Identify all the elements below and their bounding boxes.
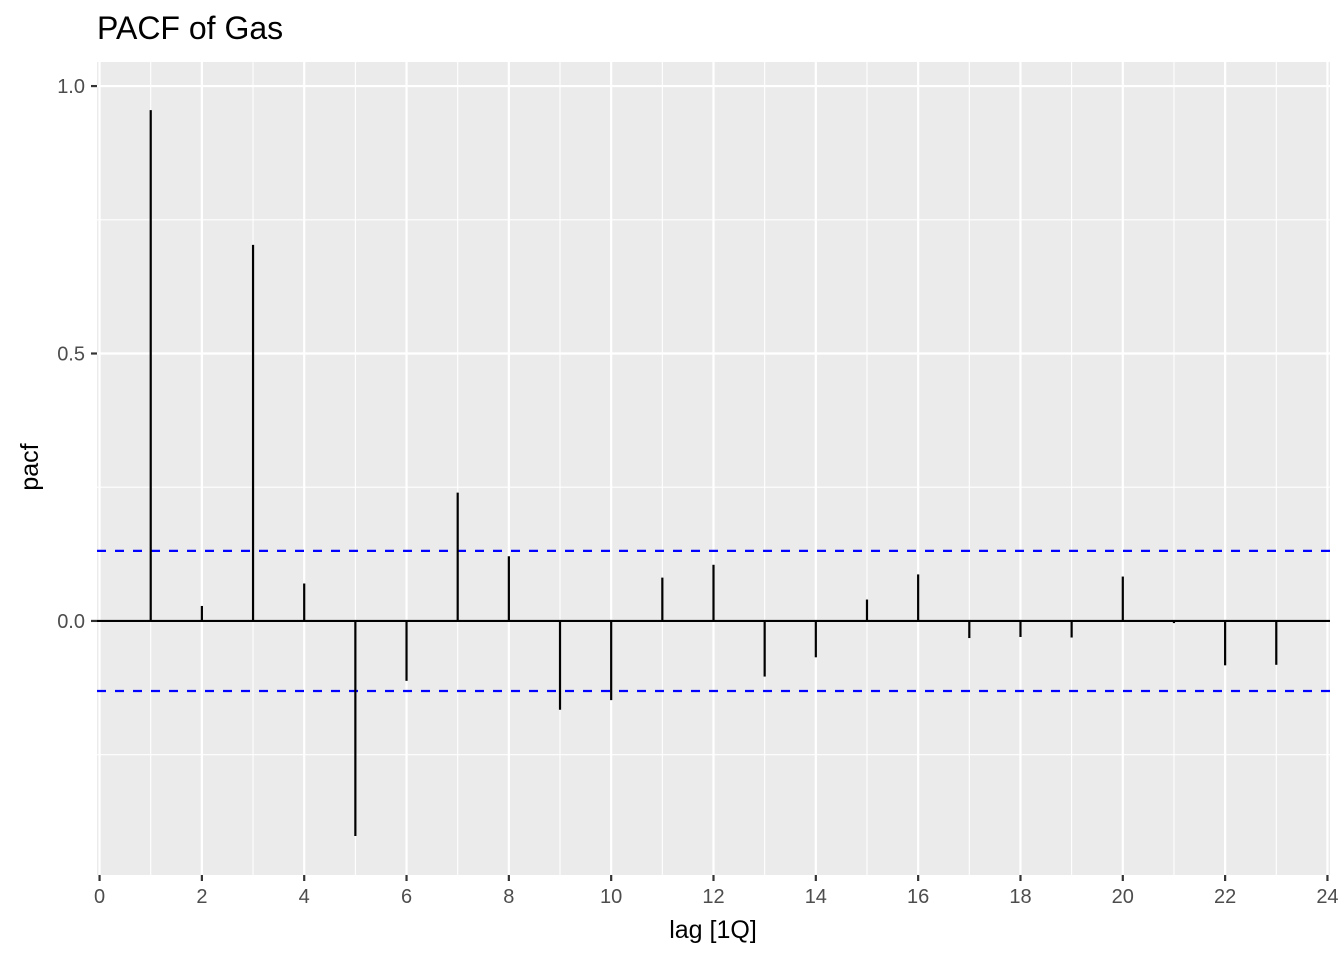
x-tick-label: 4 [299,886,310,908]
x-tick-label: 6 [401,886,412,908]
x-tick-label: 0 [94,886,105,908]
y-tick-label: 0.5 [57,344,85,366]
grid-major [97,62,1330,875]
x-tick-label: 24 [1316,886,1338,908]
y-tick-label: 0.0 [57,611,85,633]
x-axis-title: lag [1Q] [669,916,757,944]
x-tick-label: 22 [1214,886,1236,908]
x-tick-label: 8 [503,886,514,908]
x-tick-label: 2 [196,886,207,908]
y-axis: 0.0 0.5 1.0 [57,76,97,633]
chart-title: PACF of Gas [97,10,283,46]
y-axis-title: pacf [16,443,44,490]
y-tick-label: 1.0 [57,76,85,98]
x-tick-label: 10 [600,886,622,908]
x-axis: 0 2 4 6 8 10 12 14 16 18 20 22 24 [94,875,1339,908]
pacf-bars [149,110,1278,836]
confidence-bounds [97,549,1330,693]
x-tick-label: 14 [805,886,827,908]
x-tick-label: 12 [702,886,724,908]
x-tick-label: 20 [1112,886,1134,908]
x-tick-label: 18 [1009,886,1031,908]
x-tick-label: 16 [907,886,929,908]
